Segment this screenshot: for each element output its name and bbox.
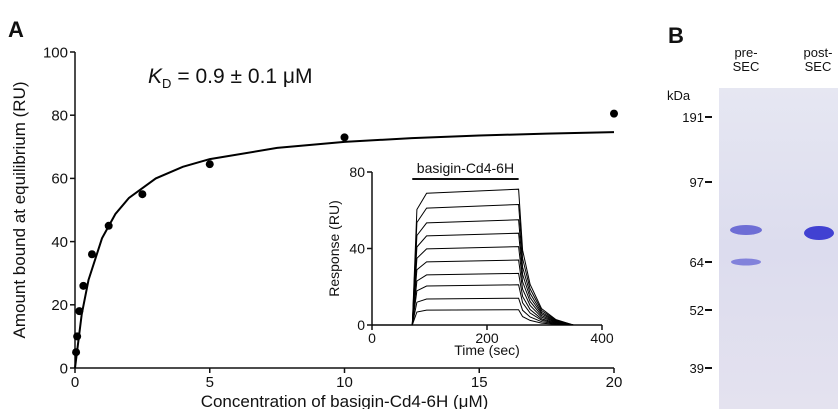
gel-band	[730, 225, 762, 235]
x-axis-label: Time (sec)	[454, 342, 520, 358]
panel-label: A	[8, 17, 24, 42]
y-tick-label: 40	[349, 240, 365, 256]
x-tick-label: 5	[206, 374, 214, 391]
lane-label: SEC	[733, 59, 760, 74]
point	[138, 190, 147, 199]
y-tick-label: 20	[51, 297, 68, 314]
y-tick-label: 80	[51, 107, 68, 124]
point	[79, 281, 88, 290]
point	[610, 109, 618, 118]
trace	[372, 272, 574, 326]
y-tick-label: 0	[60, 360, 68, 377]
inset-title: basigin-Cd4-6H	[417, 160, 514, 176]
y-axis-label: Amount bound at equilibrium (RU)	[10, 81, 29, 338]
x-tick-label: 20	[606, 374, 623, 391]
point	[205, 160, 214, 169]
y-axis-label: Response (RU)	[326, 200, 342, 296]
x-axis-label: Concentration of basigin-Cd4-6H (μM)	[201, 392, 489, 409]
annotation-part: K	[148, 65, 163, 88]
x-tick-label: 200	[475, 330, 499, 346]
annotation-part: = 0.9 ± 0.1 μM	[177, 65, 312, 88]
y-tick-label: 100	[43, 44, 68, 61]
y-tick-label: 80	[349, 164, 365, 180]
point	[340, 133, 349, 142]
marker-label: 191	[682, 110, 704, 125]
gel	[719, 88, 838, 409]
x-tick-label: 10	[336, 374, 353, 391]
marker-label: 97	[690, 175, 704, 190]
lane-label: SEC	[805, 59, 832, 74]
marker-label: 39	[690, 361, 704, 376]
trace	[372, 297, 574, 326]
x-tick-label: 400	[590, 330, 614, 346]
trace	[372, 309, 574, 326]
inset-bg	[322, 152, 617, 365]
annotation-part: D	[162, 76, 171, 91]
point	[87, 250, 96, 259]
x-tick-label: 15	[471, 374, 488, 391]
y-tick-label: 40	[51, 234, 68, 251]
x-tick-label: 0	[368, 330, 376, 346]
fit-line	[74, 131, 615, 369]
lane-label: pre-	[734, 45, 757, 60]
y-tick-label: 0	[357, 317, 365, 333]
marker-label: 64	[690, 255, 704, 270]
lane-label: post-	[804, 45, 833, 60]
gel-band	[731, 258, 761, 266]
y-tick-label: 60	[51, 171, 68, 188]
x-tick-label: 0	[71, 374, 79, 391]
marker-label: 52	[690, 303, 704, 318]
annotation: KD = 0.9 ± 0.1 μM	[148, 65, 313, 91]
gel-band	[804, 226, 834, 240]
unit-label: kDa	[667, 88, 691, 103]
trace	[372, 284, 574, 326]
trace	[372, 259, 574, 326]
panel-label: B	[668, 23, 684, 48]
